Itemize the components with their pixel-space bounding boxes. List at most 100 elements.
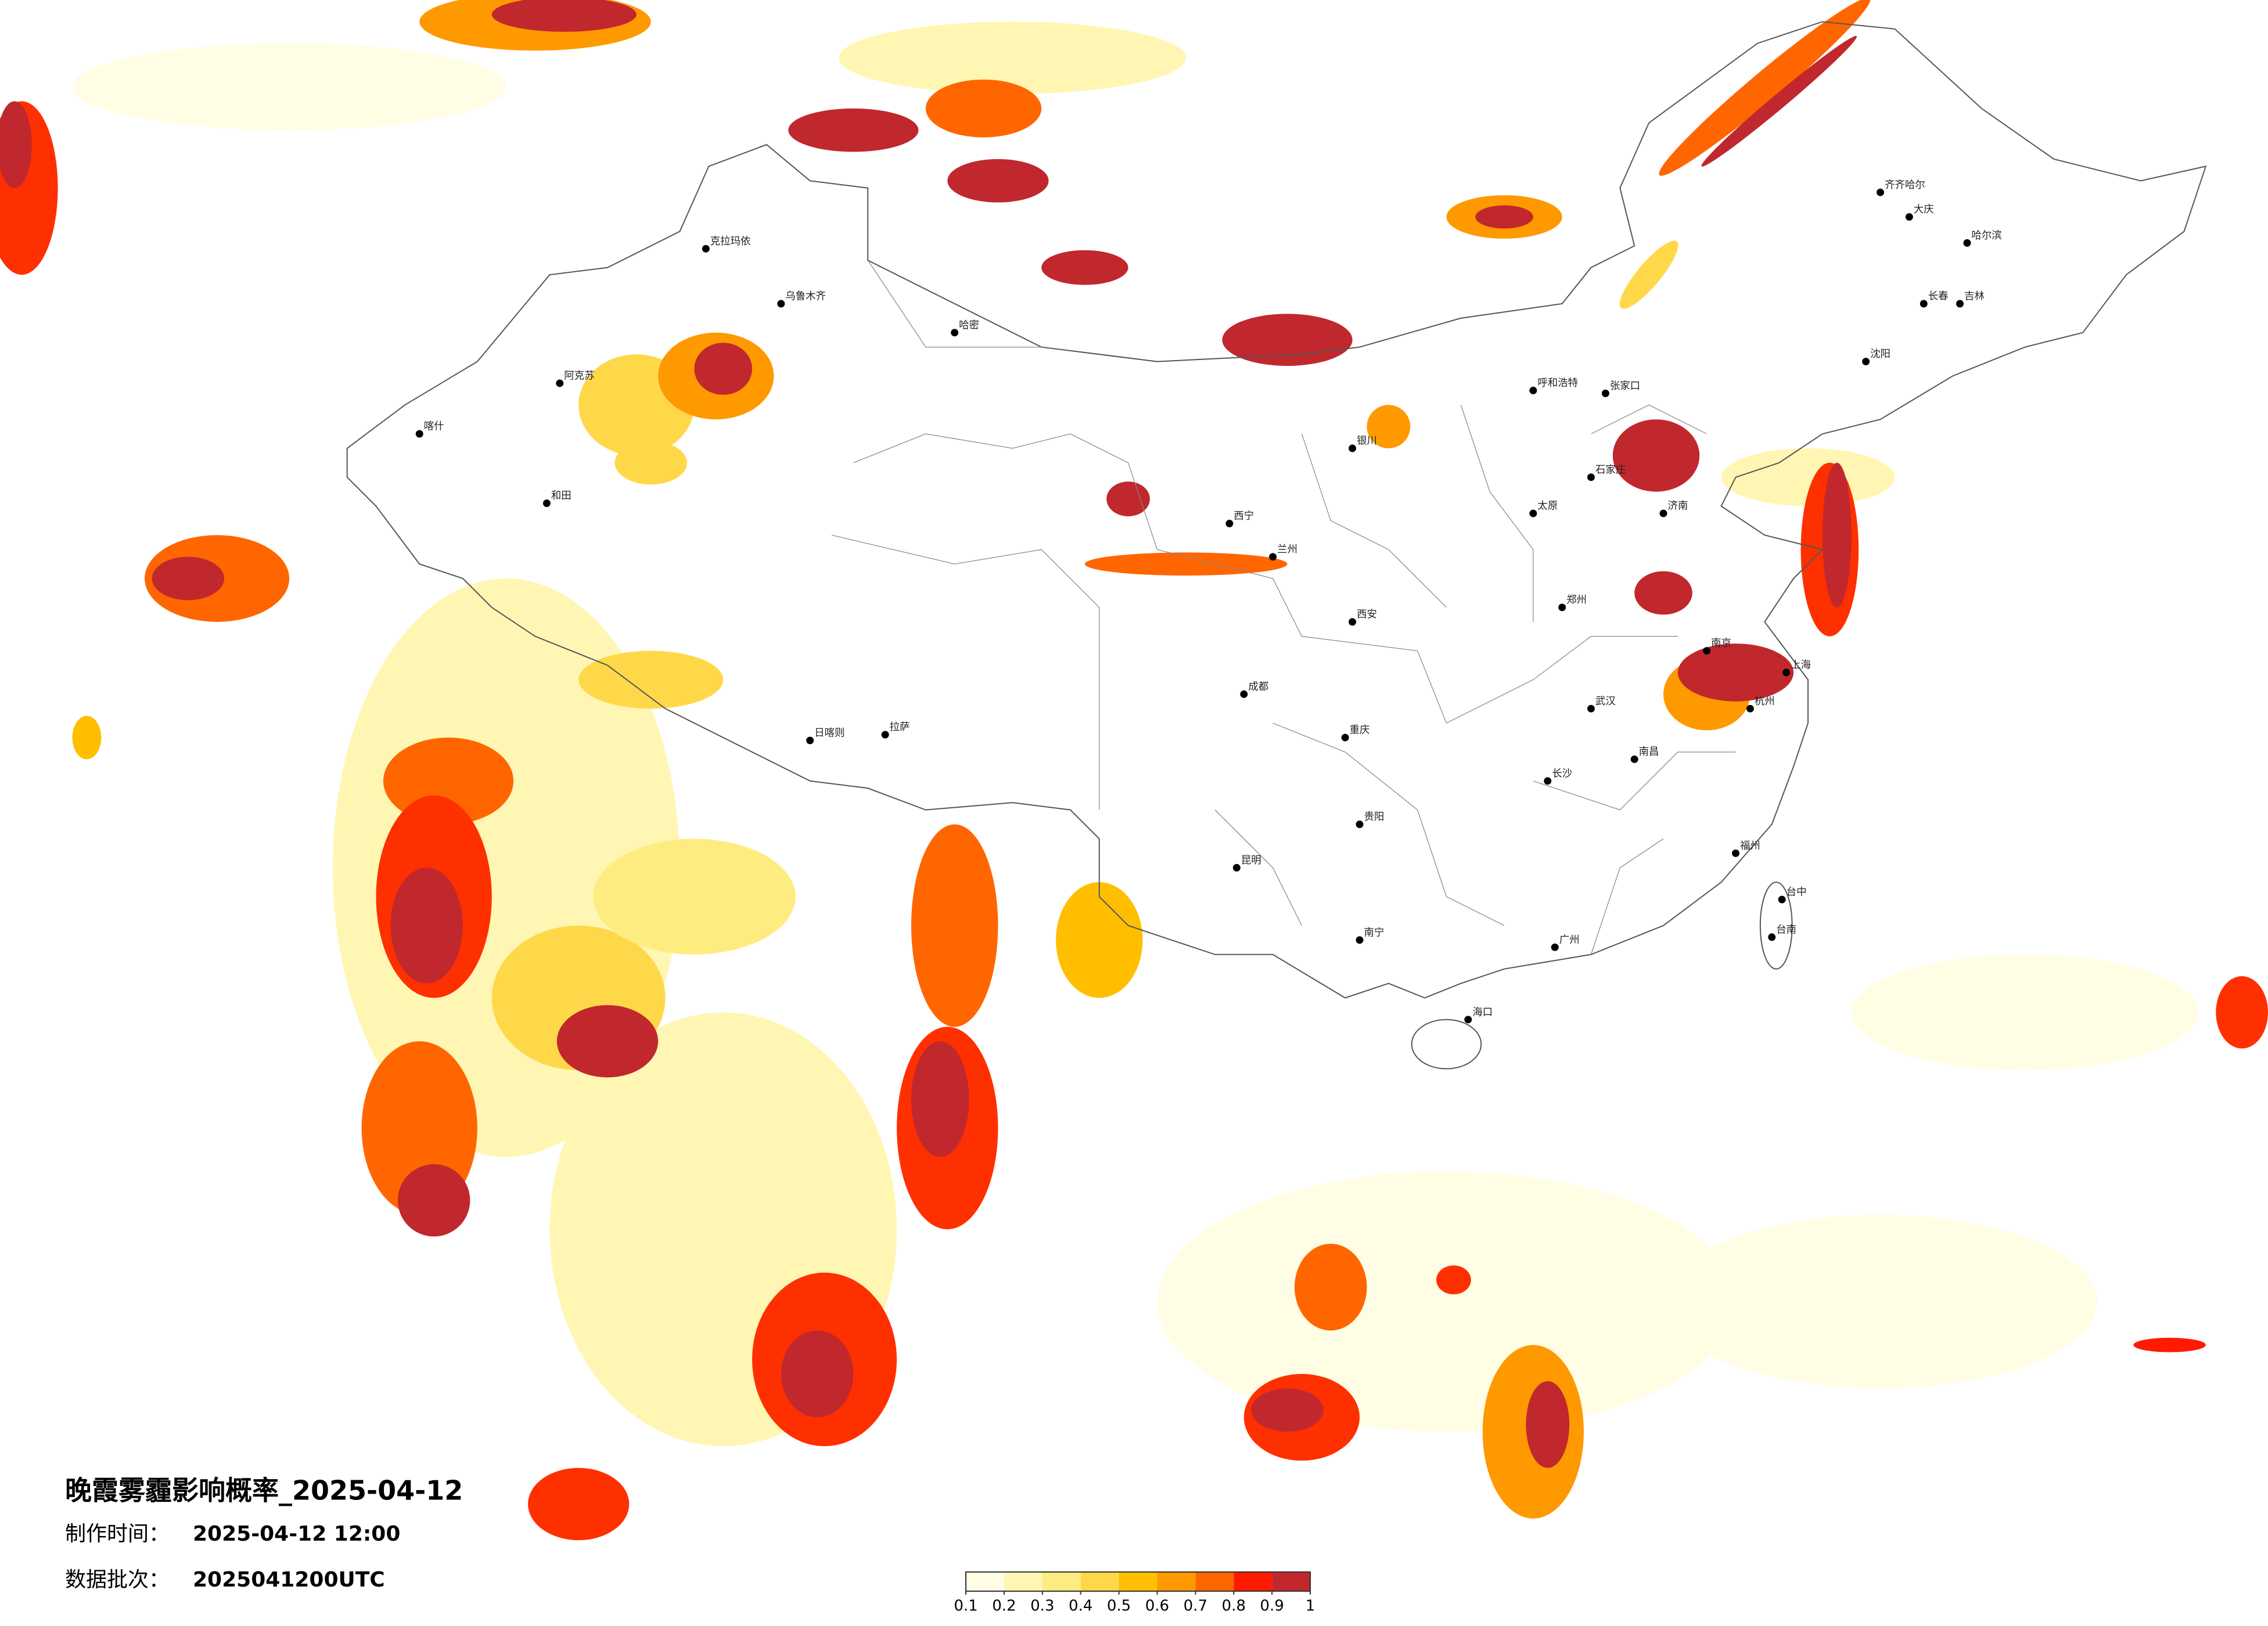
province-borders (831, 260, 1736, 955)
city-label: 福州 (1740, 840, 1760, 852)
probability-patch (1634, 571, 1692, 615)
probability-patch (1041, 250, 1128, 285)
colorbar-tick-label: 0.5 (1107, 1598, 1131, 1615)
city-dot (1659, 509, 1667, 517)
city-dot (1349, 618, 1356, 626)
city-label: 广州 (1559, 934, 1580, 946)
colorbar-tick-label: 0.9 (1260, 1598, 1284, 1615)
city-dot (1558, 603, 1566, 611)
probability-patch (593, 839, 796, 955)
city-dot (702, 244, 710, 253)
probability-patch (1619, 240, 1678, 309)
city-label: 贵阳 (1364, 811, 1384, 823)
colorbar-tick-label: 1 (1306, 1598, 1315, 1615)
city-dot (1529, 386, 1537, 394)
city-label: 武汉 (1595, 696, 1616, 707)
city-dot (1877, 188, 1884, 196)
hainan-outline (1411, 1019, 1482, 1070)
city-dot (556, 379, 564, 387)
city-label: 乌鲁木齐 (785, 291, 826, 303)
probability-patch (1663, 1214, 2098, 1388)
probability-patch (839, 21, 1187, 94)
city-dot (1601, 389, 1609, 397)
probability-patch (925, 79, 1042, 138)
city-label: 杭州 (1755, 696, 1775, 707)
city-dot (1905, 213, 1913, 221)
city-label: 哈尔滨 (1971, 230, 2001, 242)
colorbar-segment (1119, 1572, 1158, 1591)
city-label: 石家庄 (1595, 464, 1626, 476)
city-label: 台中 (1787, 887, 1807, 898)
colorbar-frame (965, 1571, 1311, 1592)
probability-patch (556, 1005, 659, 1078)
probability-patch (152, 556, 225, 600)
city-dot (1956, 300, 1964, 308)
colorbar-tick-label: 0.2 (992, 1598, 1016, 1615)
probability-patch (72, 715, 102, 760)
city-dot (1920, 300, 1928, 308)
city-label: 张家口 (1610, 380, 1640, 392)
city-dot (1464, 1016, 1472, 1024)
colorbar-segment (966, 1572, 1004, 1591)
probability-patch (911, 824, 998, 1027)
probability-patch (1106, 481, 1150, 517)
city-label: 银川 (1357, 436, 1377, 447)
info-value: 2025041200UTC (193, 1568, 385, 1592)
city-dot (1782, 668, 1791, 677)
city-dot (1529, 509, 1537, 517)
colorbar-tick-label: 0.4 (1069, 1598, 1092, 1615)
city-label: 上海 (1791, 660, 1811, 671)
probability-patch (1612, 419, 1700, 492)
city-label: 日喀则 (814, 728, 844, 739)
probability-patch (527, 1467, 630, 1541)
probability-patch (72, 43, 506, 131)
city-label: 台南 (1776, 924, 1796, 936)
probability-patch (578, 650, 724, 709)
city-label: 克拉玛依 (710, 236, 751, 247)
probability-patch (1721, 448, 1895, 506)
probability-patch (390, 868, 463, 984)
city-dot (881, 731, 889, 739)
info-label: 数据批次： (65, 1568, 170, 1592)
city-label: 沈阳 (1870, 348, 1890, 360)
probability-patch (1222, 314, 1353, 366)
city-label: 南昌 (1639, 746, 1659, 758)
city-dot (1232, 864, 1241, 872)
probability-patch (491, 0, 637, 32)
probability-patch (781, 1330, 854, 1418)
city-dot (1746, 704, 1754, 713)
city-label: 吉林 (1964, 291, 1985, 303)
colorbar-segment (1234, 1572, 1273, 1591)
probability-patch (1251, 1388, 1324, 1432)
probability-patch (1701, 35, 1857, 167)
probability-patch (1526, 1381, 1570, 1468)
probability-patch (2216, 976, 2268, 1049)
city-label: 南宁 (1364, 927, 1384, 938)
city-label: 哈密 (959, 319, 979, 331)
probability-field (0, 0, 2268, 1541)
city-dot (1240, 690, 1248, 698)
colorbar-segment (1195, 1572, 1234, 1591)
city-dot (1269, 553, 1277, 561)
city-label: 大庆 (1914, 204, 1934, 215)
city-dot (1778, 895, 1786, 904)
city-dot (1587, 473, 1595, 481)
city-label: 重庆 (1350, 725, 1370, 736)
probability-patch (0, 101, 32, 188)
city-dot (1551, 943, 1559, 951)
city-label: 昆明 (1241, 855, 1261, 866)
probability-patch (397, 1164, 470, 1237)
colorbar-segment (1004, 1572, 1043, 1591)
info-label: 制作时间： (65, 1522, 170, 1546)
probability-patch (1677, 643, 1794, 702)
city-dot (1587, 704, 1595, 713)
probability-patch (947, 159, 1049, 203)
city-dot (415, 430, 423, 438)
probability-patch (614, 441, 687, 485)
city-dot (1349, 444, 1356, 452)
city-label: 西宁 (1234, 510, 1254, 522)
city-dot (1862, 358, 1870, 366)
city-label: 呼和浩特 (1537, 377, 1578, 389)
